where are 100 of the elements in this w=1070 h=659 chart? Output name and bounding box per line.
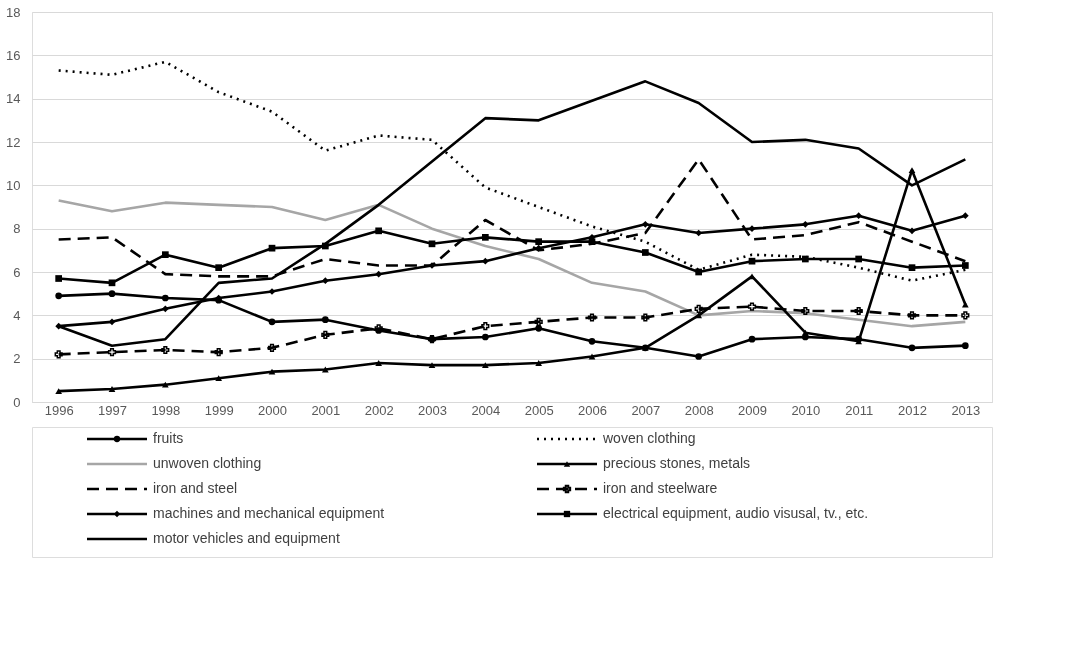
point xyxy=(375,360,383,366)
point xyxy=(161,294,169,302)
point xyxy=(801,329,809,336)
point xyxy=(748,225,756,233)
point xyxy=(481,333,489,341)
legend-label: motor vehicles and equipment xyxy=(153,530,340,546)
point xyxy=(428,362,436,369)
point xyxy=(215,264,223,272)
point xyxy=(321,277,329,285)
point xyxy=(268,368,276,375)
x-tick-label: 2008 xyxy=(684,402,714,418)
point xyxy=(907,311,917,320)
point xyxy=(55,388,63,395)
y-tick-label: 0 xyxy=(13,394,21,410)
point xyxy=(801,306,810,316)
x-tick-label: 2003 xyxy=(418,402,447,418)
point xyxy=(748,257,756,265)
y-tick-label: 6 xyxy=(13,264,21,280)
y-tick-label: 14 xyxy=(6,91,21,107)
point xyxy=(801,220,809,228)
point xyxy=(534,317,543,326)
point xyxy=(375,270,383,278)
point xyxy=(961,262,969,269)
point xyxy=(375,227,383,235)
point xyxy=(161,305,169,313)
legend-label: machines and mechanical equipment xyxy=(153,505,385,521)
point xyxy=(748,335,756,343)
x-tick-label: 2012 xyxy=(898,402,927,418)
x-tick-label: 2000 xyxy=(258,402,287,418)
x-tick-label: 1999 xyxy=(204,402,234,418)
point xyxy=(215,375,223,382)
point xyxy=(854,306,863,316)
point xyxy=(321,330,330,339)
y-tick-label: 18 xyxy=(6,4,21,20)
legend-label: iron and steel xyxy=(153,480,238,496)
legend-label: iron and steelware xyxy=(603,480,718,496)
point xyxy=(695,312,703,319)
point xyxy=(108,386,116,392)
x-tick-label: 1996 xyxy=(44,402,74,418)
point xyxy=(855,212,863,220)
point xyxy=(588,238,596,246)
point xyxy=(108,279,116,287)
point xyxy=(55,292,63,300)
legend-label: precious stones, metals xyxy=(603,455,751,471)
point xyxy=(641,313,650,322)
point xyxy=(535,324,543,332)
point xyxy=(908,167,916,174)
point xyxy=(481,362,489,369)
x-tick-label: 2006 xyxy=(578,402,607,418)
point xyxy=(535,360,543,366)
point xyxy=(961,342,969,350)
point xyxy=(588,353,596,360)
point xyxy=(695,353,703,360)
point xyxy=(588,337,596,345)
x-tick-label: 2005 xyxy=(524,402,554,418)
point xyxy=(641,249,649,256)
point xyxy=(748,273,756,280)
point xyxy=(641,220,649,228)
point xyxy=(535,238,543,246)
point xyxy=(908,264,916,272)
point xyxy=(695,268,703,276)
point xyxy=(321,316,329,324)
point xyxy=(268,318,276,326)
point xyxy=(694,304,703,313)
x-tick-label: 1998 xyxy=(151,402,181,418)
x-tick-label: 2007 xyxy=(631,402,661,418)
point xyxy=(908,227,916,235)
point xyxy=(587,313,597,322)
x-tick-label: 2001 xyxy=(311,402,341,418)
point xyxy=(161,381,169,388)
point xyxy=(108,318,116,326)
x-tick-label: 2002 xyxy=(364,402,394,418)
y-tick-label: 4 xyxy=(13,307,21,323)
point xyxy=(855,255,863,263)
point xyxy=(481,322,490,331)
x-tick-label: 2010 xyxy=(791,402,821,418)
y-tick-label: 2 xyxy=(13,351,21,367)
legend-label: unwoven clothing xyxy=(153,455,262,471)
point xyxy=(747,302,757,311)
legend-label: woven clothing xyxy=(602,430,696,446)
point xyxy=(428,240,436,248)
point xyxy=(268,244,276,252)
y-tick-label: 8 xyxy=(13,221,21,237)
point xyxy=(107,348,117,357)
point xyxy=(481,233,489,241)
y-tick-label: 10 xyxy=(6,177,21,193)
y-tick-label: 16 xyxy=(6,47,21,63)
x-tick-label: 2013 xyxy=(951,402,981,418)
y-tick-label: 12 xyxy=(6,134,21,150)
point xyxy=(908,344,916,352)
point xyxy=(214,348,223,357)
point xyxy=(535,244,543,252)
x-tick-label: 2009 xyxy=(738,402,767,418)
legend-label: fruits xyxy=(153,430,184,446)
point xyxy=(161,251,169,259)
point xyxy=(108,290,116,298)
point xyxy=(54,350,63,359)
point xyxy=(161,345,170,355)
point xyxy=(55,275,63,282)
point xyxy=(267,343,277,352)
